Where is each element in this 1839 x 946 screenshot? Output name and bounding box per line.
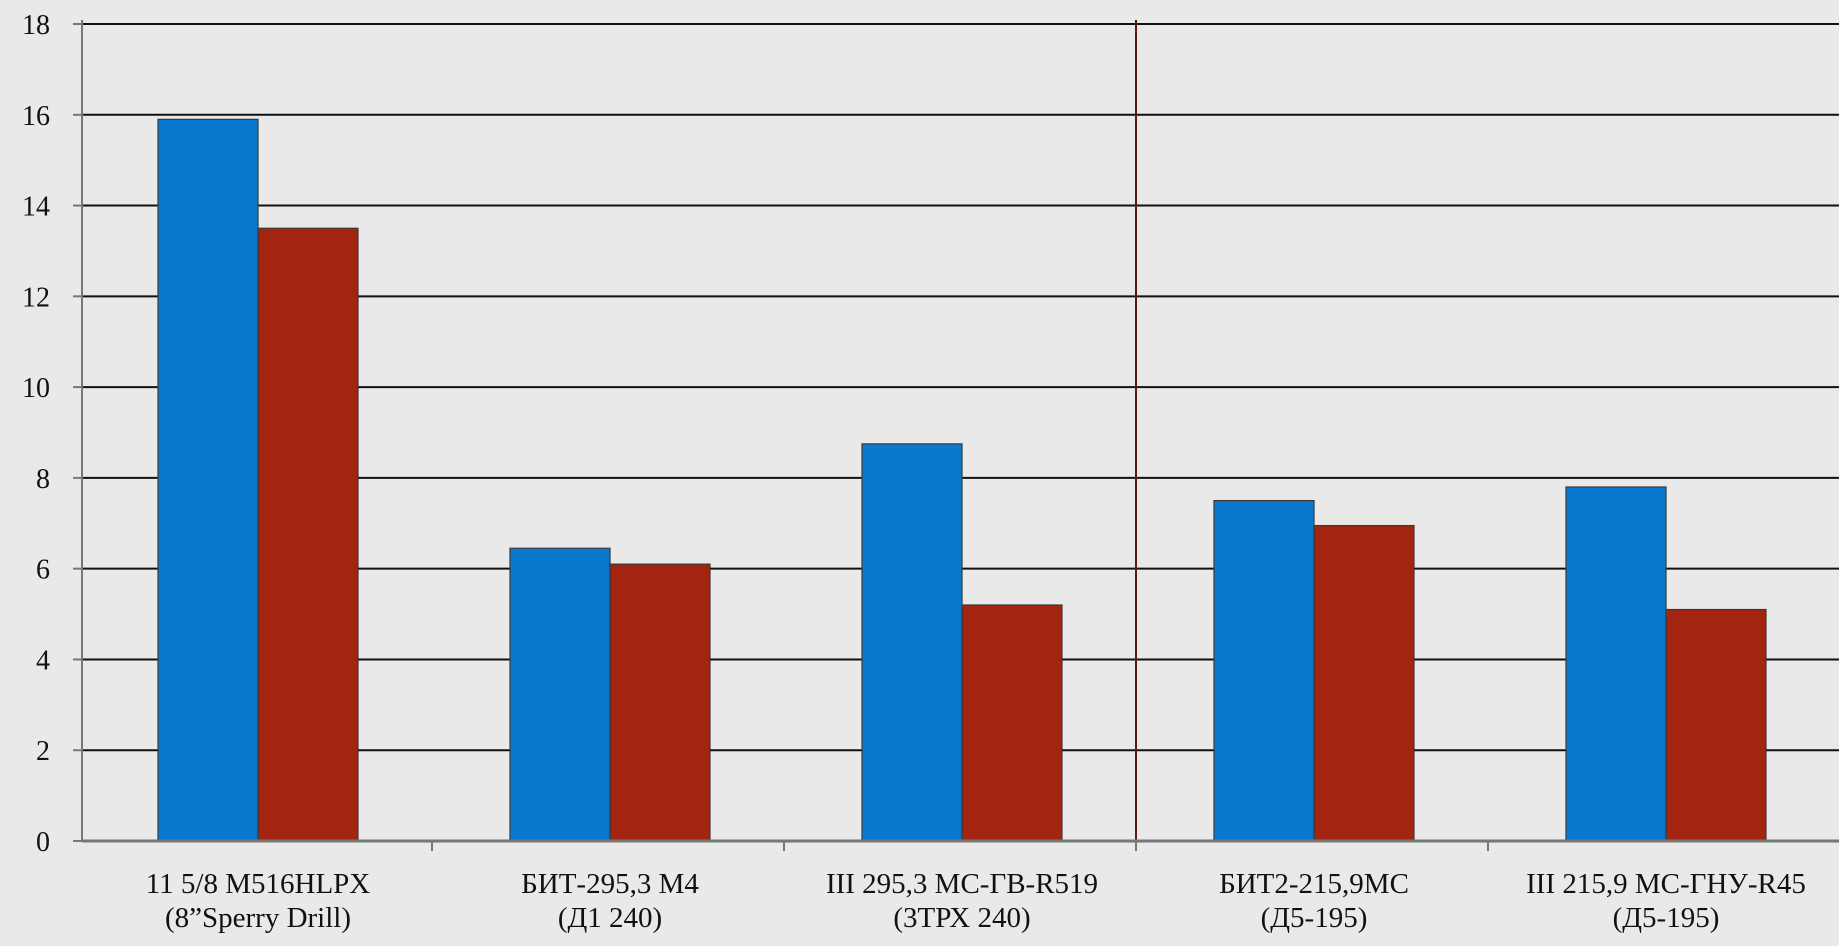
bar-series-1-cat-5: [1565, 486, 1667, 842]
bar-series-1-cat-3: [861, 443, 963, 842]
bar-series-1-cat-4: [1213, 499, 1315, 842]
bar-series-2-cat-1: [257, 227, 359, 842]
bar-series-2-cat-4: [1313, 524, 1415, 842]
y-tick-label: 2: [36, 736, 50, 767]
bar-series-2-cat-3: [961, 604, 1063, 842]
y-tick-label: 4: [36, 645, 50, 676]
x-tick-label: III 215,9 МС-ГНУ-R45: [1526, 868, 1806, 900]
x-tick-label: (8”Sperry Drill): [165, 902, 351, 934]
y-tick-label: 10: [22, 373, 50, 404]
x-tick-label: (Д5-195): [1613, 902, 1720, 934]
x-tick-label: (Д5-195): [1261, 902, 1368, 934]
x-tick-label: (3ТРХ 240): [893, 902, 1030, 934]
y-tick-label: 18: [22, 10, 50, 41]
x-tick-label: (Д1 240): [558, 902, 662, 934]
y-tick-label: 0: [36, 827, 50, 858]
y-tick-label: 14: [22, 192, 50, 223]
y-tick-label: 12: [22, 282, 50, 313]
bar-series-1-cat-1: [157, 118, 259, 842]
y-tick-label: 16: [22, 101, 50, 132]
x-tick-label: 11 5/8 M516HLPX: [146, 868, 371, 900]
bar-series-2-cat-2: [609, 563, 711, 842]
x-tick-label: III 295,3 МС-ГВ-R519: [826, 868, 1098, 900]
y-tick-label: 8: [36, 464, 50, 495]
bar-series-1-cat-2: [509, 547, 611, 842]
x-tick-label: БИТ-295,3 М4: [521, 868, 699, 900]
x-tick-label: БИТ2-215,9МС: [1219, 868, 1409, 900]
y-tick-label: 6: [36, 555, 50, 586]
bar-series-2-cat-5: [1665, 608, 1767, 842]
